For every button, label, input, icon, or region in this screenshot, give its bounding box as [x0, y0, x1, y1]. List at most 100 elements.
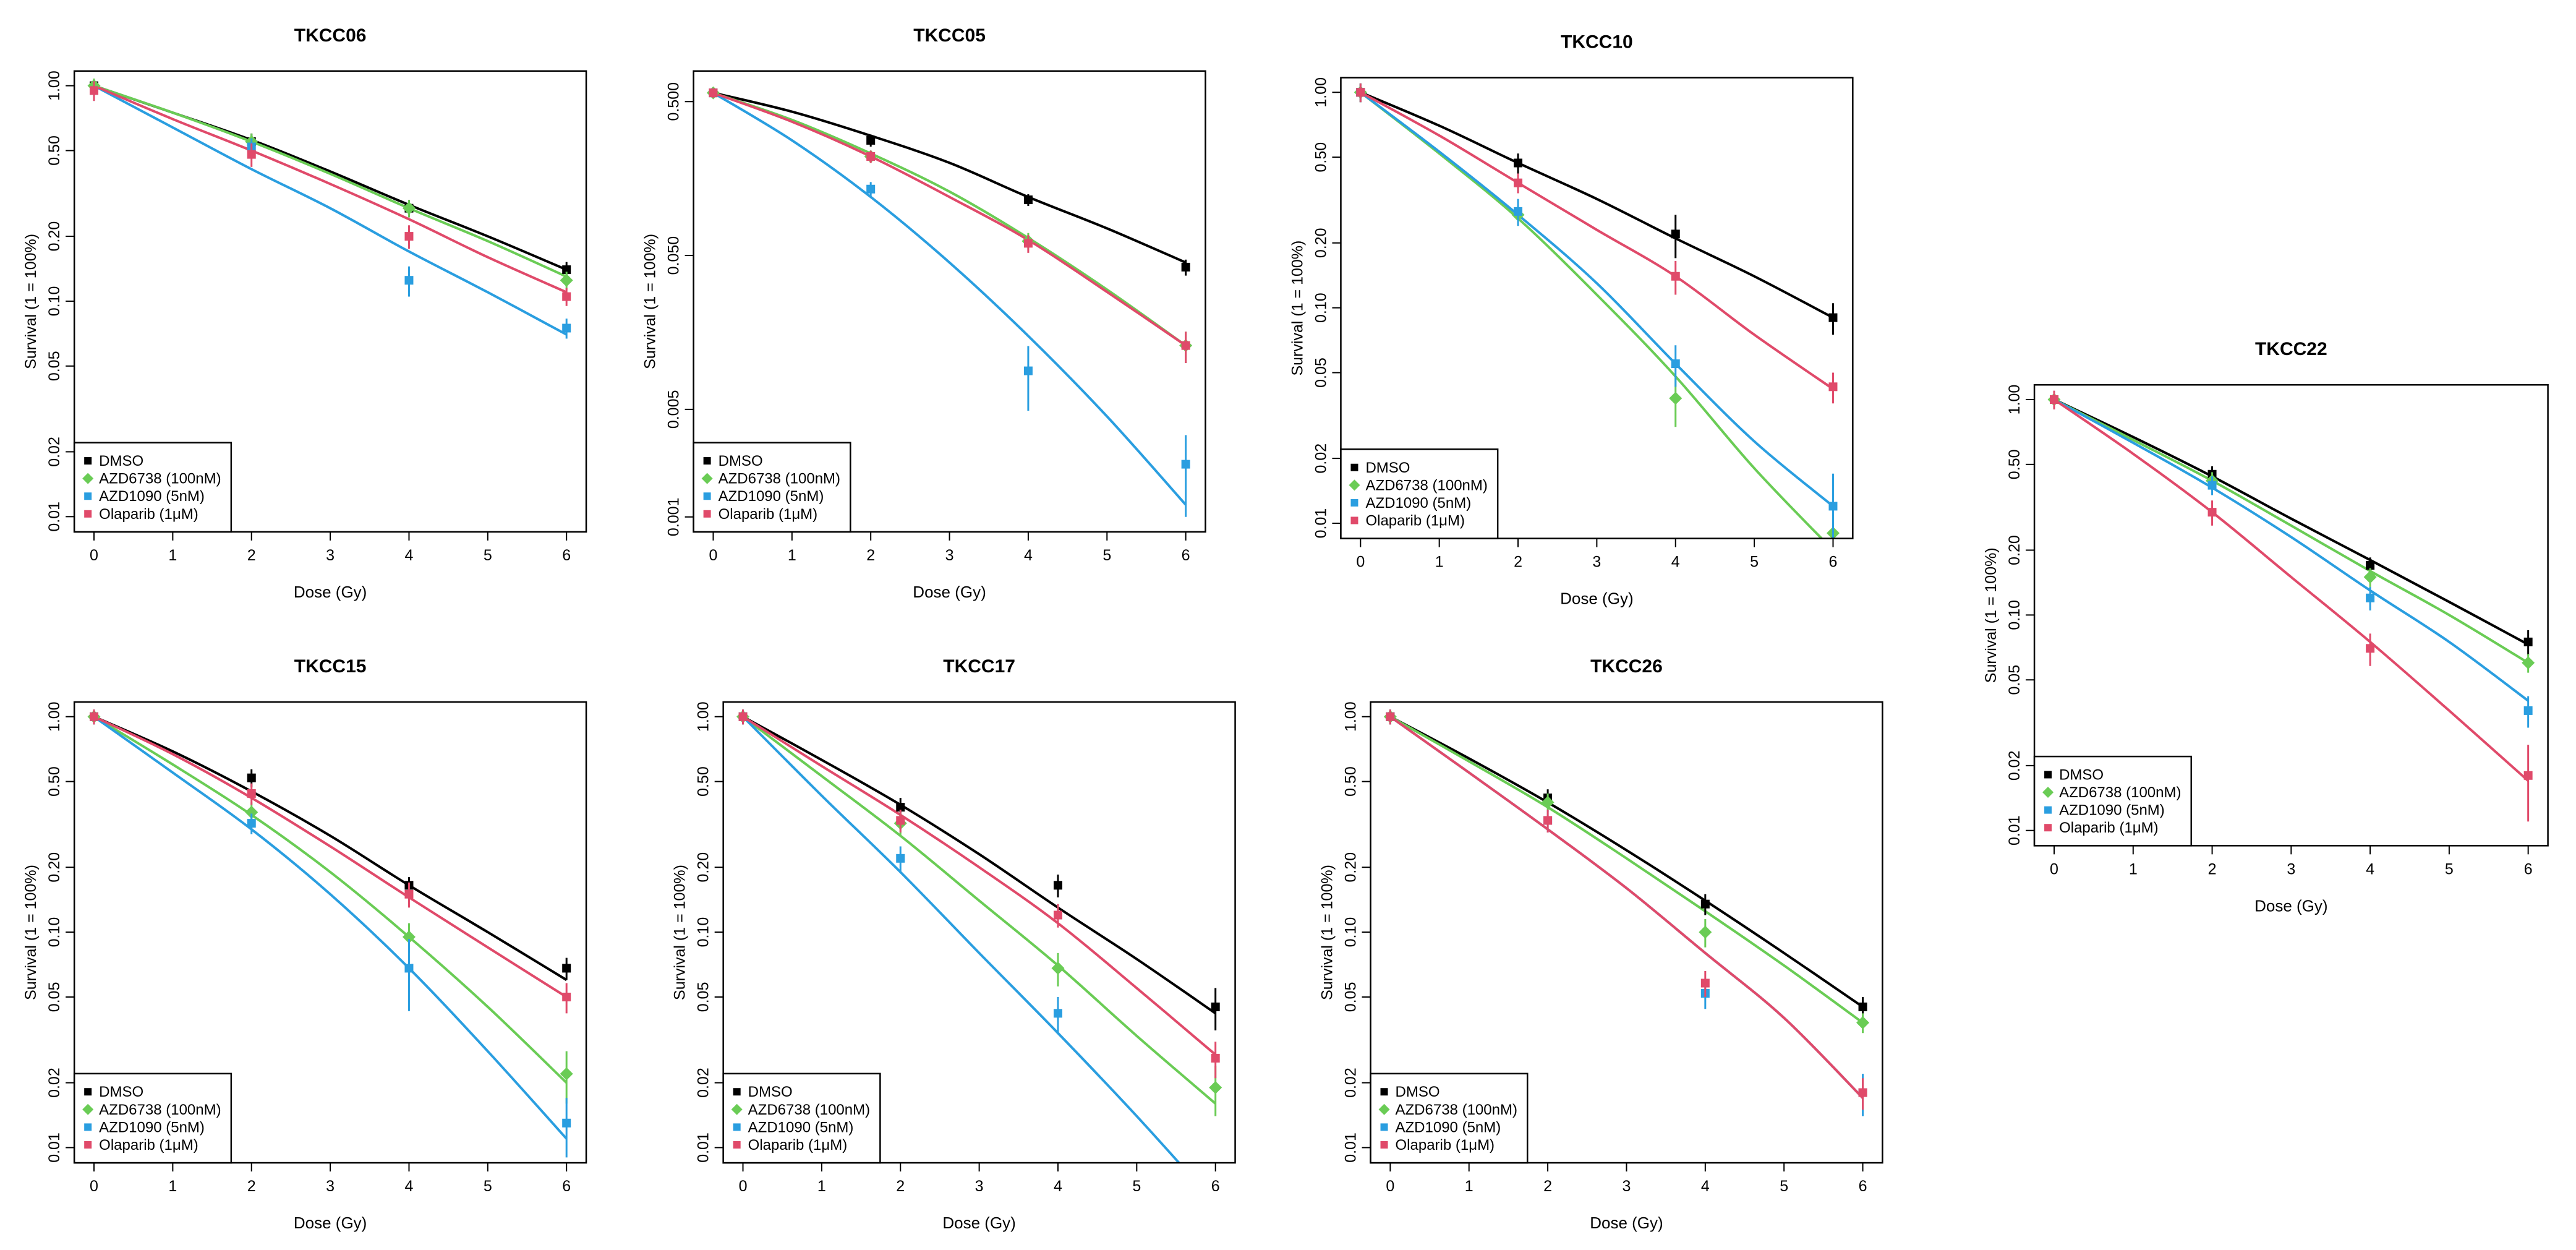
y-axis-label: Survival (1 = 100%): [1319, 865, 1336, 1000]
y-tick-label: 0.001: [665, 498, 683, 537]
y-tick-label: 0.10: [695, 917, 712, 948]
legend-marker: [733, 1088, 741, 1096]
legend-marker: [1380, 1123, 1388, 1131]
marker: [1699, 925, 1712, 939]
x-axis-label: Dose (Gy): [2254, 896, 2327, 915]
legend-label: AZD6738 (100nM): [99, 1102, 221, 1118]
y-tick-label: 0.05: [1342, 982, 1360, 1012]
fit-curve: [742, 715, 1216, 1014]
x-axis-label: Dose (Gy): [1560, 589, 1633, 608]
legend-marker: [84, 1141, 92, 1149]
marker: [2523, 706, 2533, 715]
marker: [1700, 978, 1710, 988]
legend-marker: [1380, 1141, 1388, 1149]
x-tick-label: 3: [326, 547, 335, 564]
y-tick-label: 0.01: [2006, 815, 2023, 845]
x-tick-label: 6: [1182, 547, 1190, 564]
x-tick-label: 2: [247, 547, 256, 564]
legend-label: AZD6738 (100nM): [719, 471, 840, 487]
marker: [1514, 178, 1523, 187]
y-tick-label: 0.20: [695, 852, 712, 883]
legend-label: AZD6738 (100nM): [99, 471, 221, 487]
plot-area: [1354, 83, 1840, 539]
fit-curve: [1360, 91, 1834, 390]
x-tick-label: 2: [866, 547, 875, 564]
y-tick-label: 0.10: [1342, 917, 1360, 948]
marker: [562, 964, 571, 973]
fit-curve: [1389, 715, 1864, 1008]
y-tick-label: 0.50: [2006, 450, 2023, 480]
x-tick-label: 3: [326, 1178, 335, 1195]
plot-area: [736, 709, 1222, 1163]
x-tick-label: 5: [2445, 860, 2454, 878]
plot-frame: [2033, 383, 2549, 847]
fit-curve: [712, 92, 1187, 264]
y-tick-label: 0.50: [1312, 142, 1329, 173]
legend-box: [2033, 755, 2193, 847]
marker: [2366, 644, 2375, 653]
x-tick-label: 6: [562, 547, 571, 564]
marker: [402, 930, 416, 944]
panel: TKCC17 0 1 2 3 4 5 6 Dose (Gy) 1.00 0.50 0.20 0.10 0.…: [672, 656, 1236, 1232]
legend-marker: [703, 492, 711, 500]
plot-frame: [73, 70, 587, 533]
marker: [866, 184, 876, 194]
legend-marker: [733, 1141, 741, 1149]
x-tick-label: 3: [975, 1178, 984, 1195]
legend-label: AZD1090 (5nM): [1396, 1119, 1501, 1136]
fit-curve: [93, 715, 568, 982]
plot-area: [1383, 709, 1870, 1116]
legend-label: DMSO: [2059, 766, 2104, 783]
legend-marker: [1380, 1088, 1388, 1096]
y-tick-label: 0.10: [2006, 600, 2023, 630]
legend-marker: [82, 1103, 94, 1115]
marker: [402, 202, 416, 215]
marker: [1211, 1002, 1220, 1011]
legend-label: Olaparib (1μM): [2059, 820, 2159, 836]
y-tick-label: 1.00: [695, 701, 712, 732]
legend-marker: [733, 1123, 741, 1131]
panel: TKCC15 0 1 2 3 4 5 6 Dose (Gy) 1.00 0.50 0.20 0.10 0.…: [22, 656, 587, 1232]
x-tick-label: 4: [1024, 547, 1033, 564]
x-axis-label: Dose (Gy): [294, 1214, 367, 1232]
y-tick-label: 0.02: [695, 1068, 712, 1098]
marker: [1514, 158, 1523, 168]
x-tick-label: 0: [739, 1178, 748, 1195]
panel-title: TKCC15: [294, 656, 367, 677]
x-tick-label: 0: [1386, 1178, 1394, 1195]
x-tick-label: 2: [247, 1178, 256, 1195]
legend-box: [73, 442, 232, 533]
marker: [1541, 795, 1555, 809]
y-tick-label: 0.20: [2006, 535, 2023, 565]
legend-marker: [2044, 771, 2052, 779]
fit-curve: [742, 716, 1217, 1105]
marker: [1053, 910, 1062, 920]
legend-label: AZD1090 (5nM): [1365, 495, 1471, 512]
x-tick-label: 6: [2524, 860, 2533, 878]
x-tick-label: 0: [90, 1178, 98, 1195]
y-tick-label: 0.05: [1312, 357, 1329, 388]
x-axis-label: Dose (Gy): [1590, 1214, 1663, 1232]
fit-curve: [93, 84, 568, 278]
plot-frame: [722, 701, 1236, 1164]
x-tick-label: 5: [1780, 1178, 1788, 1195]
marker: [1543, 816, 1553, 825]
marker: [738, 712, 748, 721]
marker: [1828, 502, 1838, 511]
x-tick-label: 0: [90, 547, 98, 564]
x-tick-label: 1: [168, 1178, 177, 1195]
legend-label: AZD6738 (100nM): [1365, 477, 1487, 494]
legend-marker: [2044, 824, 2052, 832]
marker: [562, 992, 571, 1001]
panel-title: TKCC10: [1561, 32, 1633, 53]
marker: [404, 889, 414, 899]
y-tick-label: 0.01: [1312, 508, 1329, 539]
y-tick-label: 0.50: [695, 766, 712, 797]
y-tick-label: 0.01: [695, 1132, 712, 1163]
x-tick-label: 3: [945, 547, 954, 564]
legend-label: AZD1090 (5nM): [719, 488, 824, 505]
plot-frame: [73, 701, 587, 1164]
y-tick-label: 0.02: [1342, 1068, 1360, 1098]
x-tick-label: 1: [788, 547, 796, 564]
fit-curve: [93, 84, 567, 271]
